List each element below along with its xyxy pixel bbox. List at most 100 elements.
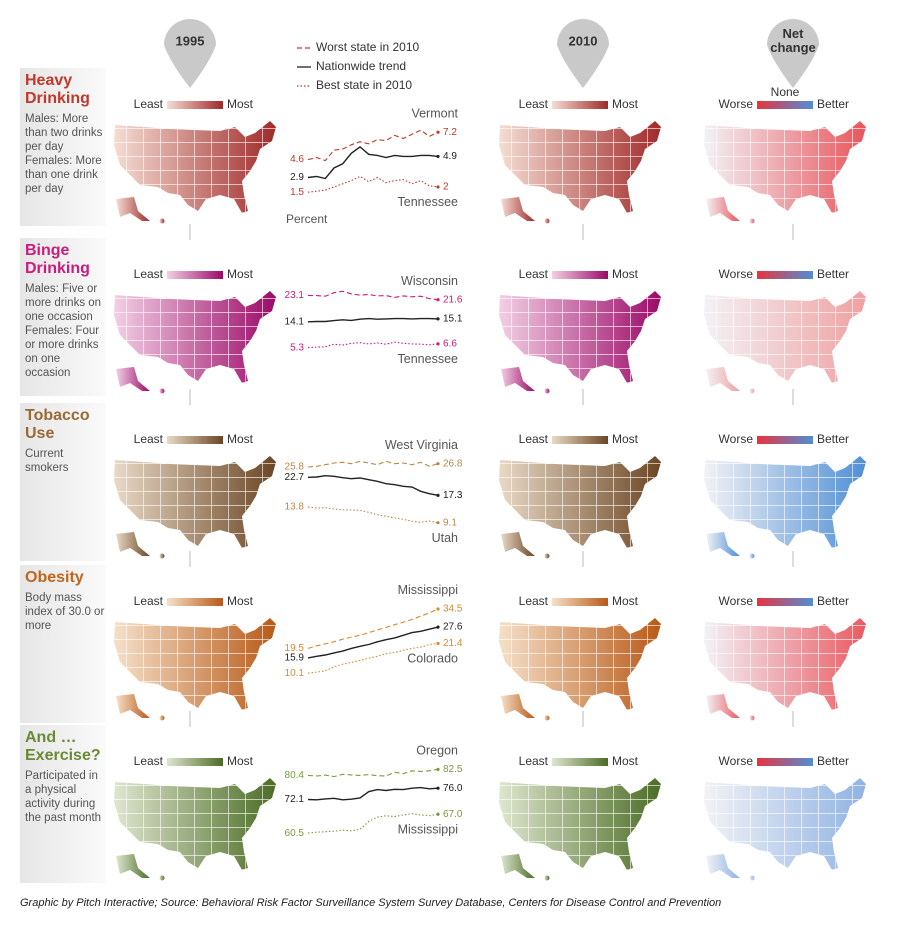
- map-borders: [704, 618, 866, 710]
- end-dot: [436, 812, 440, 816]
- worst-state: Vermont: [411, 107, 458, 121]
- start-value: 14.1: [285, 316, 305, 327]
- map-borders: [704, 121, 866, 213]
- end-value: 76.0: [443, 783, 463, 794]
- hawaii: [544, 875, 550, 881]
- header-label: 1995: [176, 33, 205, 48]
- us-map: [114, 456, 276, 559]
- alaska: [116, 197, 150, 221]
- map-legend-high: Most: [227, 754, 254, 768]
- trend-line: [307, 290, 439, 301]
- row-label: Tobacco Use Current smokers: [20, 403, 106, 561]
- unit-label: Percent: [286, 212, 328, 226]
- alaska: [706, 694, 740, 718]
- row-label: Heavy Drinking Males: More than two drink…: [20, 68, 106, 226]
- end-dot: [436, 625, 440, 629]
- alaska: [116, 854, 150, 878]
- alaska: [116, 694, 150, 718]
- map-borders: [704, 456, 866, 548]
- map-legend-low: Least: [134, 432, 164, 446]
- end-dot: [436, 298, 440, 302]
- end-dot: [436, 521, 440, 525]
- hawaii: [159, 715, 165, 721]
- best-state: Tennessee: [398, 352, 459, 366]
- start-value: 25.8: [285, 462, 305, 473]
- map-borders: [499, 618, 661, 710]
- end-value: 34.5: [443, 604, 463, 615]
- best-state: Mississippi: [398, 823, 458, 837]
- map-legend-high: Most: [612, 594, 639, 608]
- end-dot: [436, 641, 440, 646]
- row-label: Obesity Body mass index of 30.0 or more: [20, 565, 106, 723]
- header-pin: [557, 19, 609, 88]
- map-legend-high: Better: [817, 432, 849, 446]
- alaska: [501, 197, 535, 221]
- us-map: [499, 618, 661, 721]
- map-legend-scale: [757, 101, 813, 109]
- map-legend-low: Least: [134, 754, 164, 768]
- alaska: [116, 367, 150, 391]
- worst-state: Wisconsin: [401, 274, 458, 288]
- map-legend-scale: [552, 271, 608, 279]
- map-borders: [499, 456, 661, 548]
- end-dot: [436, 786, 440, 790]
- map-legend-scale: [757, 758, 813, 766]
- hawaii: [544, 553, 550, 559]
- map-borders: [114, 456, 276, 548]
- legend-label: Nationwide trend: [316, 59, 406, 73]
- map-borders: [114, 778, 276, 870]
- start-value: 1.5: [290, 187, 304, 198]
- hawaii: [159, 553, 165, 559]
- start-value: 13.8: [285, 502, 305, 513]
- us-map: [704, 778, 866, 881]
- hawaii: [159, 875, 165, 881]
- hawaii: [544, 715, 550, 721]
- us-map: [499, 121, 661, 224]
- trend-line: [307, 608, 439, 649]
- end-dot: [436, 767, 440, 771]
- alaska: [706, 367, 740, 391]
- best-state: Colorado: [407, 652, 458, 666]
- alaska: [706, 854, 740, 878]
- row-description: Males: Five or more drinks on one occasi…: [25, 283, 102, 379]
- hawaii: [159, 218, 165, 224]
- start-value: 22.7: [285, 472, 305, 483]
- trend-line: [307, 786, 439, 801]
- trend-line: [307, 341, 439, 349]
- row-title: Tobacco Use: [25, 407, 90, 442]
- map-legend-scale: [167, 436, 223, 444]
- start-value: 80.4: [285, 770, 305, 781]
- alaska: [501, 367, 535, 391]
- end-dot: [436, 493, 440, 497]
- map-legend-low: Least: [519, 432, 549, 446]
- legend-label: Worst state in 2010: [316, 40, 419, 54]
- map-legend-scale: [167, 598, 223, 606]
- hawaii: [749, 218, 755, 224]
- map-legend-high: Most: [227, 267, 254, 281]
- row-title: Heavy Drinking: [25, 72, 90, 107]
- map-legend-low: Least: [519, 754, 549, 768]
- trend-line: [307, 175, 439, 193]
- map-legend-low: Worse: [719, 97, 754, 111]
- end-value: 26.8: [443, 458, 463, 469]
- map-legend-high: Most: [612, 754, 639, 768]
- header-pin: [767, 19, 819, 88]
- row-title: Obesity: [25, 569, 84, 586]
- trend-line: [307, 317, 439, 323]
- map-legend-high: Most: [612, 97, 639, 111]
- start-value: 60.5: [285, 828, 305, 839]
- us-map: [499, 778, 661, 881]
- trend-line: [307, 129, 439, 162]
- map-legend-high: Most: [227, 432, 254, 446]
- map-legend-scale: [167, 758, 223, 766]
- map-borders: [114, 121, 276, 213]
- alaska: [706, 197, 740, 221]
- end-value: 6.6: [443, 339, 457, 350]
- map-legend-low: Least: [519, 594, 549, 608]
- worst-state: West Virginia: [385, 438, 458, 452]
- map-borders: [704, 291, 866, 383]
- map-legend-scale: [552, 101, 608, 109]
- us-map: [114, 291, 276, 394]
- worst-state: Mississippi: [398, 583, 458, 597]
